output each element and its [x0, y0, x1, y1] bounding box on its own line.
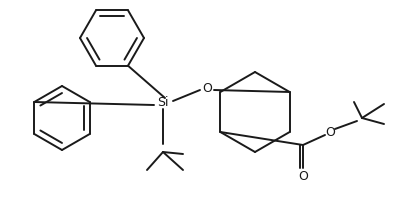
- Text: O: O: [202, 81, 211, 95]
- Text: O: O: [297, 170, 307, 184]
- Text: Si: Si: [157, 97, 169, 110]
- Text: O: O: [324, 125, 334, 138]
